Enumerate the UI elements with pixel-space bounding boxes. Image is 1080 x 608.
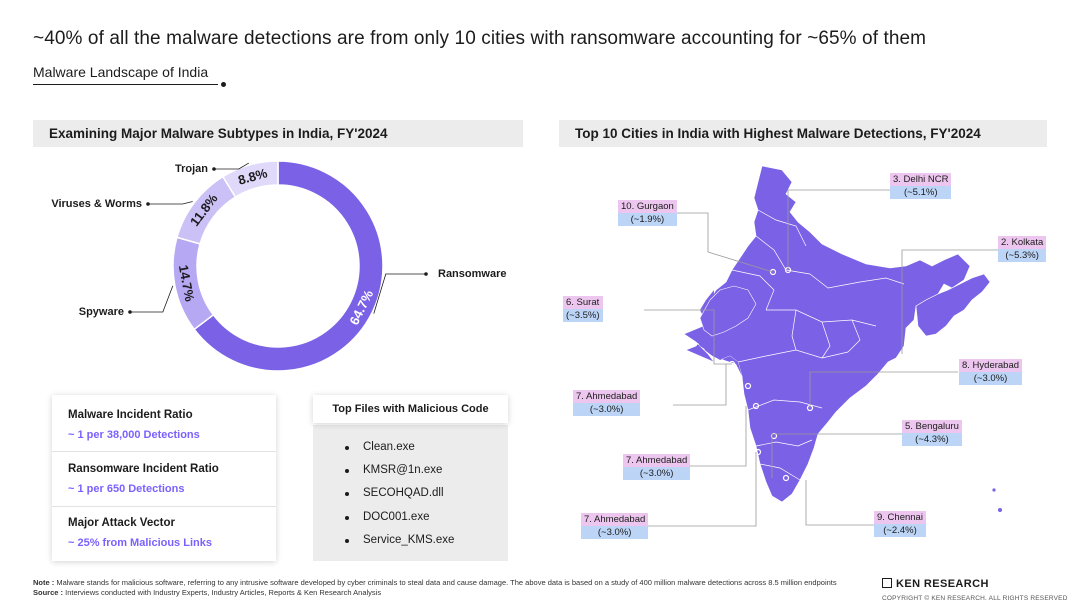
- city-name: 10. Gurgaon: [618, 200, 677, 213]
- india-map: [644, 165, 1002, 527]
- island-dot: [998, 508, 1002, 512]
- note-label: Note :: [33, 578, 55, 587]
- island-dot: [992, 488, 996, 492]
- city-dot: [752, 402, 760, 410]
- city-share: (~2.4%): [874, 524, 926, 537]
- city-name: 7. Ahmedabad: [573, 390, 641, 403]
- donut-category-label: Ransomware: [438, 268, 506, 280]
- right-panel-title: Top 10 Cities in India with Highest Malw…: [559, 120, 1047, 147]
- state-borders: [731, 209, 905, 481]
- file-item: DOC001.exe: [344, 511, 430, 523]
- city-name: 9. Chennai: [874, 511, 926, 524]
- donut-value-label: 14.7%: [176, 264, 198, 303]
- stat-malware-incident-ratio: Malware Incident Ratio ~ 1 per 38,000 De…: [68, 409, 268, 441]
- file-item: KMSR@1n.exe: [344, 464, 443, 476]
- city-share: (~3.0%): [623, 467, 691, 480]
- donut-category-label: Trojan: [175, 163, 208, 175]
- city-share: (~3.0%): [573, 403, 641, 416]
- city-share: (~5.3%): [998, 249, 1047, 262]
- stat-title: Ransomware Incident Ratio: [68, 463, 219, 475]
- india-map-northeast: [915, 273, 991, 337]
- logo-icon: [882, 578, 892, 588]
- city-connectors: [644, 189, 998, 527]
- file-item: SECOHQAD.dll: [345, 487, 444, 499]
- city-label-gurgaon: 10. Gurgaon (~1.9%): [618, 200, 677, 226]
- page-subtitle: Malware Landscape of India: [33, 64, 209, 80]
- city-label-ahmedabad: 7. Ahmedabad (~3.0%): [581, 513, 649, 539]
- city-name: 3. Delhi NCR: [890, 173, 952, 186]
- subtitle-underline: [33, 84, 218, 85]
- donut-slices: [172, 160, 384, 372]
- subtitle-dot: [221, 82, 226, 87]
- city-share: (~3.0%): [959, 372, 1023, 385]
- callout-line: [148, 201, 193, 205]
- stats-card: Malware Incident Ratio ~ 1 per 38,000 De…: [52, 395, 276, 561]
- donut-category-label: Spyware: [79, 306, 124, 318]
- stat-value: ~ 1 per 38,000 Detections: [68, 429, 200, 441]
- city-label-kolkata: 2. Kolkata (~5.3%): [998, 236, 1047, 262]
- file-item: Clean.exe: [345, 441, 415, 453]
- divider: [52, 451, 276, 452]
- city-name: 8. Hyderabad: [959, 359, 1023, 372]
- copyright-text: COPYRIGHT © KEN RESEARCH. ALL RIGHTS RES…: [882, 595, 1068, 602]
- callout-dot: [146, 202, 150, 206]
- city-share: (~4.3%): [902, 433, 962, 446]
- stat-title: Major Attack Vector: [68, 517, 175, 529]
- donut-category-label: Viruses & Worms: [51, 198, 142, 210]
- donut-chart: 64.7%14.7%11.8%8.8% RansomwareSpywareVir…: [51, 160, 506, 372]
- city-dot: [770, 432, 778, 440]
- note-text: Malware stands for malicious software, r…: [56, 578, 837, 587]
- stat-major-attack-vector: Major Attack Vector ~ 25% from Malicious…: [68, 517, 268, 549]
- city-label-delhi-ncr: 3. Delhi NCR (~5.1%): [890, 173, 952, 199]
- stat-value: ~ 1 per 650 Detections: [68, 483, 185, 495]
- city-label-ahmedabad: 7. Ahmedabad (~3.0%): [623, 454, 691, 480]
- files-list-box: Clean.exe KMSR@1n.exe SECOHQAD.dll DOC00…: [313, 425, 508, 561]
- city-share: (~3.5%): [563, 309, 603, 322]
- city-name: 2. Kolkata: [998, 236, 1047, 249]
- city-dot: [754, 448, 762, 456]
- stat-title: Malware Incident Ratio: [68, 409, 193, 421]
- city-dot-gurgaon: [769, 268, 777, 276]
- logo-text: KEN RESEARCH: [896, 578, 989, 590]
- city-dot-kolkata: [900, 350, 908, 358]
- callout-dot: [128, 310, 132, 314]
- city-name: 7. Ahmedabad: [623, 454, 691, 467]
- city-share: (~3.0%): [581, 526, 649, 539]
- source-label: Source :: [33, 588, 64, 597]
- city-label-surat: 6. Surat (~3.5%): [563, 296, 603, 322]
- stat-value: ~ 25% from Malicious Links: [68, 537, 212, 549]
- footer-notes: Note : Malware stands for malicious soft…: [33, 578, 837, 598]
- files-list-title: Top Files with Malicious Code: [313, 395, 508, 423]
- city-label-ahmedabad: 7. Ahmedabad (~3.0%): [573, 390, 641, 416]
- city-name: 5. Bengaluru: [902, 420, 962, 433]
- city-name: 6. Surat: [563, 296, 603, 309]
- callout-dot: [424, 272, 428, 276]
- city-share: (~5.1%): [890, 186, 952, 199]
- source-text: Interviews conducted with Industry Exper…: [65, 588, 382, 597]
- footer-note: Note : Malware stands for malicious soft…: [33, 578, 837, 588]
- callout-line: [373, 273, 426, 314]
- left-panel-title: Examining Major Malware Subtypes in Indi…: [33, 120, 523, 147]
- callout-line: [214, 162, 249, 170]
- donut-callouts: Ransomware Spyware Viruses & Worms Trojan: [51, 162, 506, 318]
- callout-dot: [212, 167, 216, 171]
- city-label-chennai: 9. Chennai (~2.4%): [874, 511, 926, 537]
- divider: [52, 506, 276, 507]
- brand-logo: KEN RESEARCH: [882, 578, 989, 590]
- city-label-bengaluru: 5. Bengaluru (~4.3%): [902, 420, 962, 446]
- donut-slice-ransomware: [193, 160, 384, 372]
- page-headline: ~40% of all the malware detections are f…: [33, 28, 927, 49]
- stat-ransomware-incident-ratio: Ransomware Incident Ratio ~ 1 per 650 De…: [68, 463, 268, 495]
- city-label-hyderabad: 8. Hyderabad (~3.0%): [959, 359, 1023, 385]
- city-share: (~1.9%): [618, 213, 677, 226]
- city-dot-bengaluru: [782, 474, 790, 482]
- footer-source: Source : Interviews conducted with Indus…: [33, 588, 837, 598]
- callout-line: [130, 285, 174, 313]
- file-item: Service_KMS.exe: [344, 534, 455, 546]
- city-dot-ahmedabad: [744, 382, 752, 390]
- city-name: 7. Ahmedabad: [581, 513, 649, 526]
